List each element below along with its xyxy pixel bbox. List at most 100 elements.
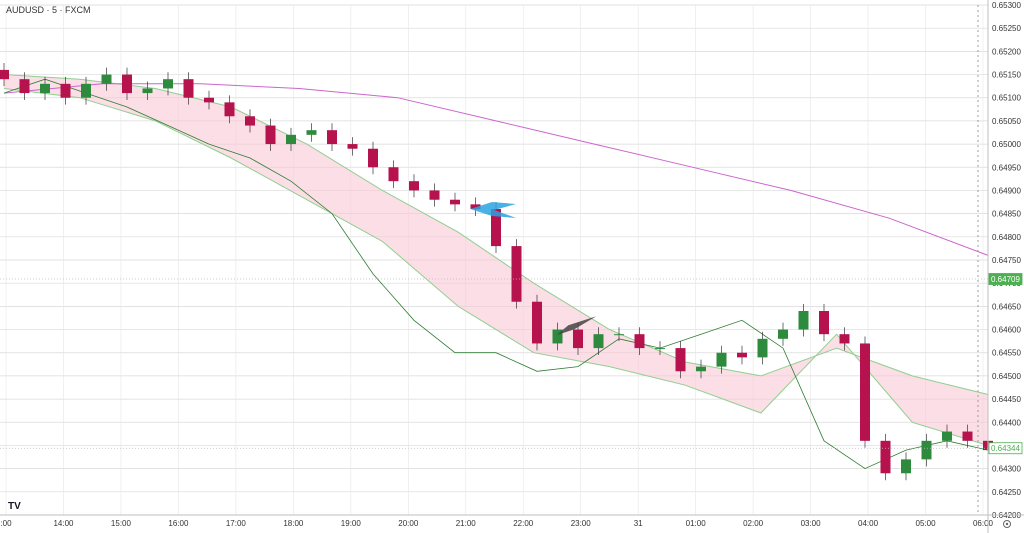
candle xyxy=(81,76,91,105)
candle xyxy=(450,192,460,212)
candle xyxy=(368,141,378,175)
price-badge xyxy=(988,442,1023,455)
candle xyxy=(839,327,850,351)
candle xyxy=(245,109,255,133)
candle xyxy=(798,304,809,337)
candle-body xyxy=(327,130,337,145)
candle-body xyxy=(839,334,850,344)
candle xyxy=(286,127,296,152)
y-tick-label: 0.64850 xyxy=(992,210,1021,219)
candle xyxy=(757,331,768,365)
candle xyxy=(327,123,337,152)
candle-body xyxy=(511,246,522,302)
x-tick-label: 15:00 xyxy=(111,519,132,528)
y-tick-label: 0.64400 xyxy=(992,418,1021,427)
y-tick-label: 0.64250 xyxy=(992,488,1021,497)
candle-body xyxy=(368,148,378,168)
candle xyxy=(819,304,829,342)
candle xyxy=(429,183,440,207)
candle xyxy=(532,294,542,351)
x-tick-label: 17:00 xyxy=(226,519,247,528)
candle-body xyxy=(286,134,296,145)
y-tick-label: 0.64900 xyxy=(992,186,1021,195)
candle-body xyxy=(819,311,829,335)
candle xyxy=(573,322,583,356)
y-tick-label: 0.65100 xyxy=(992,94,1021,103)
candle-body xyxy=(409,181,419,191)
candle xyxy=(880,433,891,481)
candle xyxy=(491,202,501,254)
candle xyxy=(655,341,665,356)
candle xyxy=(962,424,973,448)
candle xyxy=(634,327,645,356)
candle xyxy=(675,341,686,379)
x-tick-label: 01:00 xyxy=(686,519,707,528)
candle-body xyxy=(388,167,399,182)
candle xyxy=(921,433,932,467)
candle-body xyxy=(593,334,604,349)
candle xyxy=(347,137,358,156)
ma-short-line xyxy=(3,78,989,470)
price-badge-label: 0.64344 xyxy=(991,444,1020,453)
candle xyxy=(511,239,522,309)
candle xyxy=(163,72,173,96)
annotation-arrow xyxy=(470,202,517,218)
x-tick-label: 22:00 xyxy=(513,519,534,528)
y-tick-label: 0.65150 xyxy=(992,71,1021,80)
x-tick-label: 16:00 xyxy=(168,519,189,528)
candle xyxy=(101,67,112,91)
y-tick-label: 0.65050 xyxy=(992,117,1021,126)
candle xyxy=(696,359,706,379)
candle xyxy=(142,81,153,101)
candle xyxy=(901,452,911,481)
y-tick-label: 0.64650 xyxy=(992,302,1021,311)
candle xyxy=(552,322,563,351)
x-tick-label: 19:00 xyxy=(341,519,362,528)
candle xyxy=(737,345,747,365)
y-tick-label: 0.64550 xyxy=(992,349,1021,358)
candle xyxy=(183,72,194,105)
settings-gear-icon[interactable] xyxy=(1003,520,1011,528)
y-tick-label: 0.65000 xyxy=(992,140,1021,149)
candle-body xyxy=(634,334,645,349)
candle-body xyxy=(737,352,747,358)
candle-body xyxy=(552,329,563,344)
candle-body xyxy=(40,83,50,94)
candle xyxy=(122,67,132,101)
candle-body xyxy=(306,130,317,135)
x-tick-label: 21:00 xyxy=(456,519,477,528)
x-tick-label: 31 xyxy=(634,519,643,528)
candle xyxy=(388,160,399,189)
candle-body xyxy=(491,209,501,247)
price-badge-label: 0.64709 xyxy=(991,275,1020,284)
candle xyxy=(716,345,727,374)
candle-body xyxy=(614,334,624,336)
candle-body xyxy=(696,366,706,372)
y-tick-label: 0.65200 xyxy=(992,47,1021,56)
price-badge xyxy=(988,273,1023,285)
candle-body xyxy=(757,338,768,358)
candle-body xyxy=(0,69,9,80)
candle xyxy=(265,118,276,152)
candle-body xyxy=(470,204,481,209)
candle-layer[interactable] xyxy=(0,62,993,481)
candle xyxy=(0,62,9,87)
y-tick-label: 0.64950 xyxy=(992,163,1021,172)
x-tick-label: 04:00 xyxy=(858,519,879,528)
candle xyxy=(19,72,30,101)
candle-body xyxy=(163,79,173,89)
chart-title: AUDUSD · 5 · FXCM xyxy=(6,5,91,15)
candle-body xyxy=(245,116,255,126)
y-tick-label: 0.64600 xyxy=(992,326,1021,335)
x-tick-label: 05:00 xyxy=(916,519,937,528)
candle-body xyxy=(204,97,214,103)
candle-body xyxy=(429,190,440,200)
x-tick-label: 03:00 xyxy=(801,519,822,528)
y-tick-label: 0.64450 xyxy=(992,395,1021,404)
candle-body xyxy=(716,352,727,367)
x-tick-label: 23:00 xyxy=(571,519,592,528)
x-tick-label: :00 xyxy=(0,519,12,528)
